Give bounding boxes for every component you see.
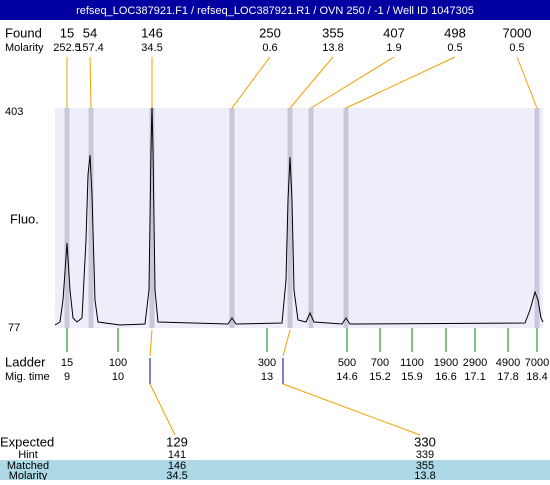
ladder-size: 500 — [338, 357, 356, 369]
axis-label: Fluo. — [10, 211, 39, 226]
found-size: 355 — [322, 25, 344, 40]
mig-time: 15.2 — [369, 371, 390, 383]
ladder-size: 4900 — [496, 357, 520, 369]
ladder-size: 15 — [61, 357, 73, 369]
peak-connector — [231, 56, 271, 109]
found-molarity: 0.5 — [447, 42, 462, 54]
plot-area — [55, 108, 543, 328]
found-size: 7000 — [503, 25, 532, 40]
matched-size: 355 — [416, 460, 434, 472]
peak-band — [64, 108, 70, 328]
trace — [54, 104, 544, 326]
peak-band — [88, 108, 94, 328]
ladder-size: 100 — [109, 357, 127, 369]
mig-time: 10 — [112, 371, 124, 383]
found-label: Found — [5, 25, 42, 40]
hint-size: 141 — [168, 449, 186, 461]
found-molarity: 252.5 — [53, 42, 81, 54]
ladder-size: 1100 — [400, 357, 424, 369]
peak-connector — [289, 56, 334, 109]
title-bar — [0, 0, 550, 20]
matched-size: 146 — [168, 460, 186, 472]
ladder-size: 2900 — [463, 357, 487, 369]
title: refseq_LOC387921.F1 / refseq_LOC387921.R… — [76, 5, 474, 17]
mig-time: 15.9 — [401, 371, 422, 383]
found-size: 407 — [383, 25, 405, 40]
peak-connector — [345, 56, 456, 109]
matched-band — [0, 460, 550, 480]
mig-time: 14.6 — [336, 371, 357, 383]
found-molarity: 157.4 — [76, 42, 104, 54]
peak-connector — [89, 56, 92, 109]
peak-band — [287, 108, 293, 328]
hint-label: Hint — [18, 449, 38, 461]
expected-size: 330 — [414, 434, 436, 449]
molarity-label: Molarity — [5, 42, 44, 54]
peak-band — [343, 108, 349, 328]
found-size: 146 — [141, 25, 163, 40]
expected-label: Expected — [0, 434, 54, 449]
matched-label: Matched — [7, 460, 49, 472]
mig-time: 17.8 — [497, 371, 518, 383]
ladder-size: 300 — [258, 357, 276, 369]
found-molarity: 0.6 — [262, 42, 277, 54]
peak-band — [534, 108, 540, 328]
found-size: 250 — [259, 25, 281, 40]
matched-molarity: 34.5 — [166, 470, 187, 480]
found-size: 54 — [83, 25, 97, 40]
found-molarity: 1.9 — [386, 42, 401, 54]
mig-time-label: Mig. time — [5, 371, 50, 383]
peak-band — [308, 108, 314, 328]
peak-connector — [516, 56, 538, 109]
found-molarity: 34.5 — [141, 42, 162, 54]
mig-time: 13 — [261, 371, 273, 383]
found-size: 498 — [444, 25, 466, 40]
found-molarity: 13.8 — [322, 42, 343, 54]
ladder-size: 7000 — [525, 357, 549, 369]
found-size: 15 — [60, 25, 74, 40]
mig-time: 9 — [64, 371, 70, 383]
found-molarity: 0.5 — [509, 42, 524, 54]
mig-time: 18.4 — [526, 371, 547, 383]
peak-band — [229, 108, 235, 328]
ladder-label: Ladder — [5, 354, 46, 369]
expected-molarity-label: Molarity — [9, 470, 48, 480]
axis-max: 403 — [5, 106, 23, 118]
expected-size: 129 — [166, 434, 188, 449]
ladder-size: 700 — [371, 357, 389, 369]
peak-band — [149, 108, 155, 328]
peak-connector — [310, 56, 395, 109]
ladder-size: 1900 — [434, 357, 458, 369]
hint-size: 339 — [416, 449, 434, 461]
axis-min: 77 — [8, 322, 20, 334]
expected-connectors — [149, 329, 421, 436]
mig-time: 17.1 — [464, 371, 485, 383]
matched-molarity: 13.8 — [414, 470, 435, 480]
mig-time: 16.6 — [435, 371, 456, 383]
